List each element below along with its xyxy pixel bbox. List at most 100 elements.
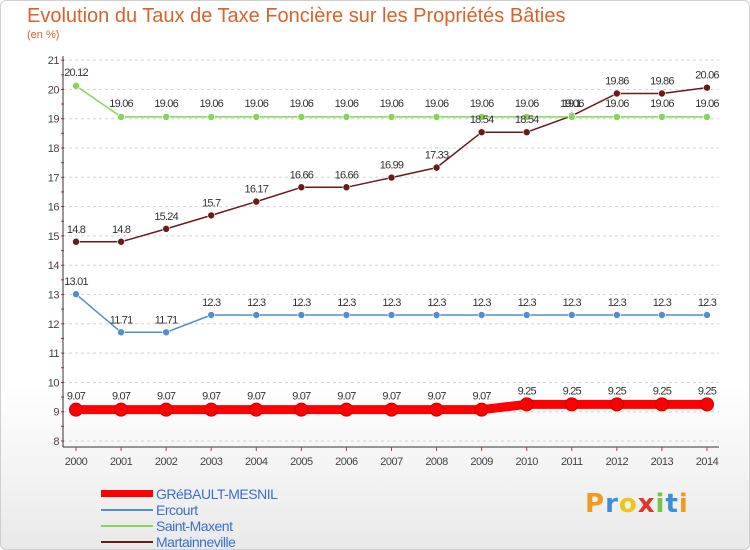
data-label: 13.01 [64,276,88,288]
data-label: 9.07 [202,391,221,403]
data-point [162,225,170,233]
data-point [297,113,306,121]
data-label: 9.07 [473,391,492,403]
data-label: 18.54 [515,114,539,126]
data-label: 14.8 [67,224,86,236]
data-point [252,113,261,121]
data-point [432,311,441,319]
x-tick-label: 2003 [200,456,223,468]
data-label: 15.7 [202,197,221,209]
legend-swatch [101,541,153,543]
data-label: 9.07 [157,391,176,403]
logo-letter: x [637,489,656,519]
x-tick-label: 2008 [425,456,448,468]
data-point [477,113,486,121]
data-label: 20.06 [695,70,719,82]
data-point [703,83,711,92]
data-point [613,89,621,98]
data-label: 19.86 [650,76,674,88]
data-point [207,311,216,319]
y-tick-label: 14 [48,260,60,272]
data-label: 19.06 [650,98,674,110]
data-point [567,113,576,121]
x-tick-label: 2014 [696,456,719,468]
x-tick-label: 2001 [110,456,133,468]
data-point [432,163,441,172]
data-point [658,89,666,98]
data-label: 12.3 [653,297,672,309]
data-label: 9.25 [608,385,627,397]
y-tick-label: 20 [48,84,60,96]
data-label: 19.06 [335,98,359,110]
x-tick-label: 2004 [245,456,268,468]
data-label: 16.66 [335,169,359,181]
data-point [339,402,354,417]
data-point [477,311,486,319]
data-point [429,402,444,417]
y-tick-label: 10 [48,377,60,389]
data-point [384,402,399,417]
data-point [342,311,351,319]
data-point [72,237,80,246]
data-label: 12.3 [292,297,311,309]
data-label: 19.06 [109,98,133,110]
data-point [252,311,261,319]
data-point [387,311,396,319]
x-tick-label: 2013 [651,456,674,468]
data-point [387,113,396,121]
data-point [159,402,174,417]
data-point [204,402,219,417]
legend-label: Martainneville [156,534,236,550]
logo-letter: i [678,489,689,519]
data-label: 19.06 [199,98,223,110]
data-label: 12.3 [473,297,492,309]
data-label: 9.25 [698,385,717,397]
logo-letter: r [605,489,619,519]
data-label: 16.66 [290,169,314,181]
data-label: 16.17 [245,184,269,196]
data-point [117,113,125,121]
legend-swatch [101,509,153,511]
data-point [207,211,216,220]
data-label: 19.06 [380,98,404,110]
data-point [522,113,531,121]
data-label: 19.86 [605,76,629,88]
data-point [567,311,576,319]
x-tick-label: 2010 [515,456,538,468]
data-point [69,402,83,417]
data-point [387,173,396,182]
data-point [72,82,80,90]
data-point [613,311,621,319]
data-label: 12.3 [563,297,582,309]
data-point [249,402,264,417]
data-label: 19.06 [154,98,178,110]
y-tick-label: 8 [53,436,59,448]
data-point [474,402,489,417]
chart-title: Evolution du Taux de Taxe Foncière sur l… [27,5,566,27]
legend-swatch [101,525,153,527]
logo-letter: t [665,489,679,519]
y-tick-label: 19 [48,114,60,126]
data-point [564,397,579,412]
data-label: 9.07 [427,391,446,403]
data-label: 19.06 [605,98,629,110]
data-label: 9.25 [653,385,672,397]
y-tick-label: 12 [48,319,60,331]
data-label: 20.12 [64,67,88,79]
data-label: 9.07 [382,391,401,403]
logo-letter: o [618,489,638,519]
data-point [162,328,170,337]
logo-letter: P [585,489,606,519]
x-tick-label: 2006 [335,456,358,468]
data-label: 19.06 [695,98,719,110]
data-label: 9.25 [563,385,582,397]
data-label: 12.3 [202,297,221,309]
x-tick-label: 2005 [290,456,313,468]
y-tick-label: 21 [48,55,60,67]
data-label: 9.07 [292,391,311,403]
data-point [519,397,534,412]
data-label: 12.3 [518,297,537,309]
data-label: 17.33 [425,150,449,162]
